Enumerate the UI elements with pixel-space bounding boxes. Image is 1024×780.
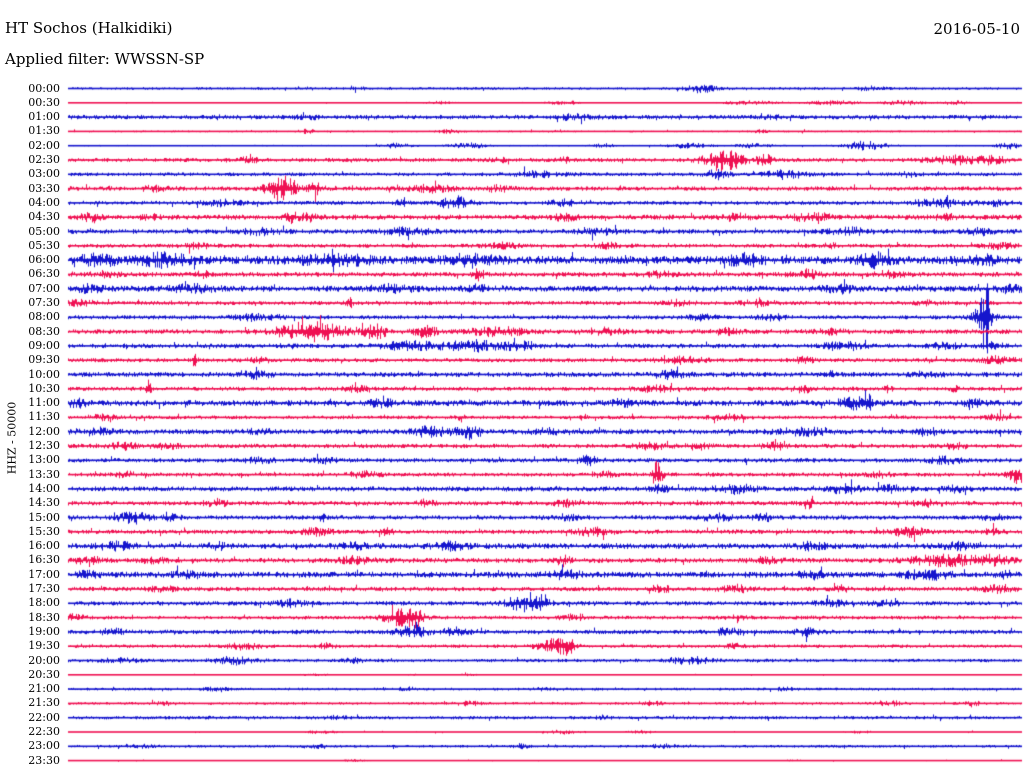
trace-time-label: 05:30 (28, 238, 60, 252)
station-title: HT Sochos (Halkidiki) (5, 19, 173, 37)
trace-time-label: 14:00 (28, 481, 60, 495)
trace-time-label: 17:00 (28, 567, 60, 581)
trace-time-label: 12:30 (28, 439, 60, 452)
trace-time-label: 13:00 (28, 453, 60, 467)
trace-time-label: 13:30 (28, 467, 60, 481)
trace-time-label: 16:30 (28, 553, 60, 567)
trace-time-label: 06:30 (28, 267, 60, 281)
trace-time-label: 21:30 (28, 696, 60, 710)
trace-time-label: 15:00 (28, 510, 60, 524)
time-labels-column: 00:00 00:30 01:00 01:30 02:00 02:30 03:00 03:30… (0, 0, 60, 780)
trace-time-label: 06:00 (28, 253, 60, 267)
trace-time-label: 23:00 (28, 739, 60, 753)
trace-time-label: 11:00 (28, 396, 60, 410)
trace-time-label: 21:00 (28, 682, 60, 696)
trace-time-label: 09:00 (28, 338, 60, 352)
trace-time-label: 23:30 (28, 753, 60, 767)
trace-time-label: 02:00 (28, 138, 60, 152)
trace-time-label: 04:00 (28, 195, 60, 209)
trace-time-label: 11:30 (28, 410, 60, 424)
trace-time-label: 16:00 (28, 539, 60, 553)
trace-time-label: 01:30 (28, 124, 60, 138)
trace-time-label: 20:30 (28, 667, 60, 681)
trace-time-label: 22:30 (28, 725, 60, 738)
trace-time-label: 18:00 (28, 596, 60, 610)
trace-time-label: 09:30 (28, 353, 60, 367)
trace-time-label: 05:00 (28, 224, 60, 238)
trace-time-label: 00:00 (28, 81, 60, 95)
trace-time-label: 00:30 (28, 95, 60, 109)
trace-time-label: 07:30 (28, 296, 60, 309)
trace-time-label: 15:30 (28, 524, 60, 538)
trace-time-label: 03:30 (28, 181, 60, 195)
trace-time-label: 19:30 (28, 639, 60, 653)
trace-time-label: 18:30 (28, 610, 60, 624)
trace-time-label: 03:00 (28, 167, 60, 181)
trace-time-label: 17:30 (28, 582, 60, 595)
trace-time-label: 01:00 (28, 110, 60, 124)
trace-time-label: 10:00 (28, 367, 60, 381)
trace-time-label: 10:30 (28, 381, 60, 395)
trace-time-label: 14:30 (28, 496, 60, 510)
trace-time-label: 19:00 (28, 624, 60, 638)
date-label: 2016-05-10 (933, 20, 1020, 38)
trace-time-label: 20:00 (28, 653, 60, 667)
trace-time-label: 08:30 (28, 324, 60, 338)
trace-time-label: 07:00 (28, 281, 60, 295)
trace-time-label: 04:30 (28, 210, 60, 224)
trace-time-label: 12:00 (28, 424, 60, 438)
trace-time-label: 22:00 (28, 710, 60, 724)
trace-time-label: 08:00 (28, 310, 60, 324)
trace-time-label: 02:30 (28, 153, 60, 166)
filter-label: Applied filter: WWSSN-SP (5, 50, 205, 68)
